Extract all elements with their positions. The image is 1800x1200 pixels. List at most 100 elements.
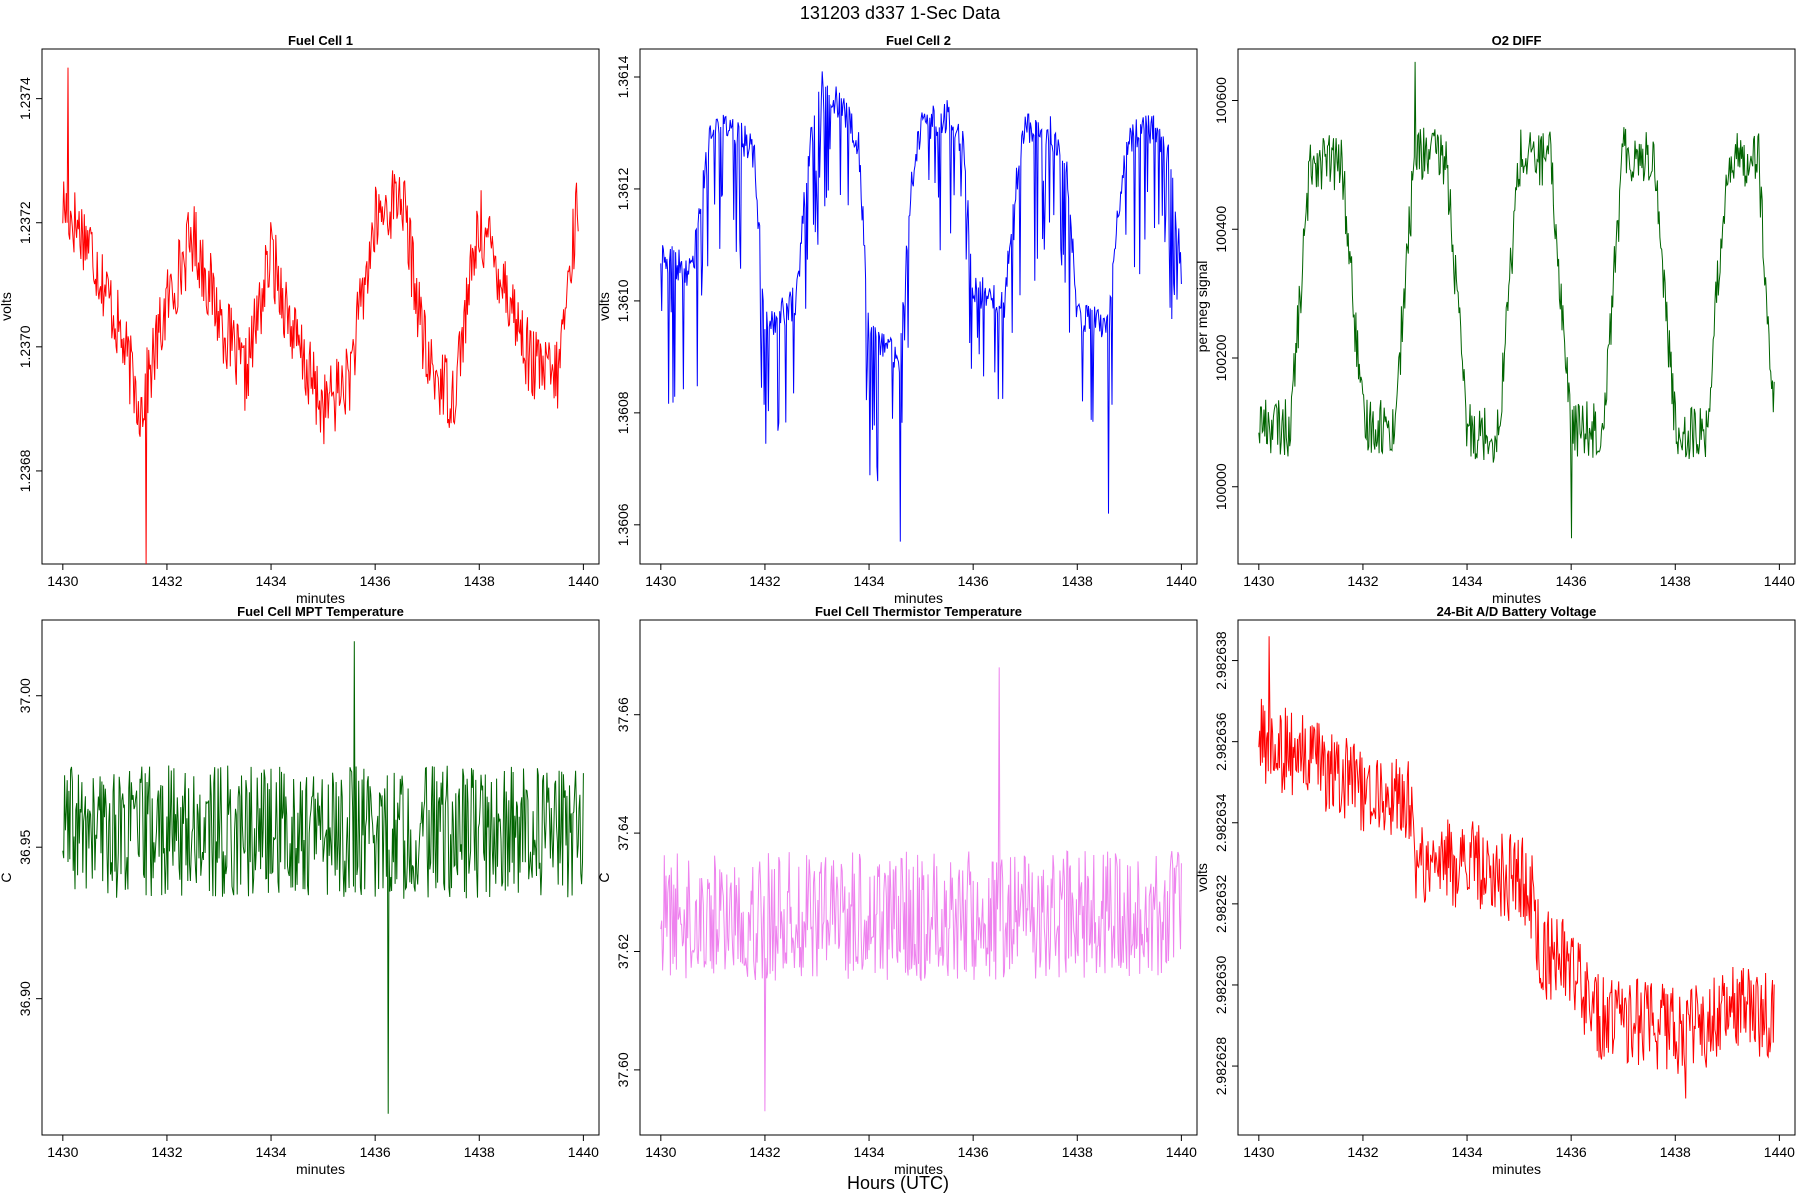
x-tick-label: 1440: [568, 1144, 599, 1160]
x-tick-label: 1438: [1062, 573, 1093, 589]
x-tick-label: 1436: [958, 573, 989, 589]
x-axis-label: minutes: [296, 590, 345, 606]
x-tick-label: 1438: [1062, 1144, 1093, 1160]
x-tick-label: 1436: [1556, 1144, 1587, 1160]
x-tick-label: 1436: [1556, 573, 1587, 589]
x-axis-label: minutes: [1492, 590, 1541, 606]
plot-frame: [639, 619, 1198, 1136]
x-tick-label: 1440: [1764, 573, 1795, 589]
x-tick-label: 1440: [568, 573, 599, 589]
x-tick-label: 1432: [749, 573, 780, 589]
panel-1: Fuel Cell 1 1430 1432 1434 1436 1438 1440 1.236…: [0, 33, 600, 606]
panel-6: 24-Bit A/D Battery Voltage 1430 1432 1434 14…: [1194, 604, 1796, 1177]
panels: Fuel Cell 1 1430 1432 1434 1436 1438 1440 1.236…: [0, 33, 1796, 1177]
panel-title: Fuel Cell 1: [288, 33, 353, 48]
panel-2: Fuel Cell 2 1430 1432 1434 1436 1438 1440 1.360…: [596, 33, 1198, 606]
y-tick-label: 100600: [1213, 77, 1229, 124]
panel-title: O2 DIFF: [1492, 33, 1542, 48]
x-tick-label: 1440: [1764, 1144, 1795, 1160]
x-tick-label: 1438: [1660, 573, 1691, 589]
y-tick-label: 1.3612: [615, 167, 631, 210]
y-tick-label: 1.3614: [615, 55, 631, 98]
y-tick-label: 37.62: [615, 934, 631, 969]
x-tick-label: 1430: [645, 1144, 676, 1160]
panel-4: Fuel Cell MPT Temperature 1430 1432 1434 143…: [0, 604, 600, 1177]
y-axis-label: C: [596, 872, 612, 882]
y-tick-label: 1.2370: [17, 325, 33, 368]
y-tick-label: 2.982638: [1213, 631, 1229, 690]
y-tick-label: 37.64: [615, 815, 631, 850]
y-axis-label: volts: [1194, 863, 1210, 892]
plot-frame: [639, 48, 1198, 565]
panel-title: 24-Bit A/D Battery Voltage: [1437, 604, 1597, 619]
x-axis-label: minutes: [894, 590, 943, 606]
data-series-line: [660, 667, 1182, 1112]
y-tick-label: 2.982630: [1213, 956, 1229, 1015]
plot-frame: [1237, 619, 1796, 1136]
x-tick-label: 1432: [1347, 1144, 1378, 1160]
y-axis-label: C: [0, 872, 14, 882]
x-axis-label: minutes: [1492, 1161, 1541, 1177]
y-tick-label: 36.95: [17, 829, 33, 864]
y-tick-label: 2.982632: [1213, 874, 1229, 933]
figure-title: 131203 d337 1-Sec Data: [800, 3, 1001, 23]
y-tick-label: 1.2372: [17, 201, 33, 244]
y-tick-label: 1.3608: [615, 391, 631, 434]
x-tick-label: 1436: [958, 1144, 989, 1160]
figure-xlabel: Hours (UTC): [847, 1173, 949, 1193]
plot-frame: [1237, 48, 1796, 565]
y-tick-label: 100400: [1213, 206, 1229, 253]
y-axis-label: per meg signal: [1194, 261, 1210, 353]
data-series-line: [1258, 636, 1775, 1099]
y-tick-label: 1.2374: [17, 77, 33, 120]
data-series-line: [660, 71, 1182, 542]
x-tick-label: 1434: [255, 573, 286, 589]
y-tick-label: 2.982634: [1213, 793, 1229, 852]
x-tick-label: 1436: [360, 1144, 391, 1160]
x-tick-label: 1440: [1166, 573, 1197, 589]
y-tick-label: 100000: [1213, 463, 1229, 510]
y-tick-label: 37.00: [17, 678, 33, 713]
plot-frame: [41, 48, 600, 565]
x-tick-label: 1432: [151, 1144, 182, 1160]
y-axis-label: volts: [0, 292, 14, 321]
panel-5: Fuel Cell Thermistor Temperature 1430 1432…: [596, 604, 1198, 1177]
x-tick-label: 1438: [464, 573, 495, 589]
x-tick-label: 1432: [749, 1144, 780, 1160]
panel-title: Fuel Cell Thermistor Temperature: [815, 604, 1022, 619]
y-tick-label: 1.3606: [615, 503, 631, 546]
panel-3: O2 DIFF 1430 1432 1434 1436 1438 1440 100000 100…: [1194, 33, 1796, 606]
y-tick-label: 1.3610: [615, 279, 631, 322]
plot-frame: [41, 619, 600, 1136]
x-tick-label: 1430: [645, 573, 676, 589]
y-tick-label: 2.982628: [1213, 1037, 1229, 1096]
y-axis-label: volts: [596, 292, 612, 321]
x-tick-label: 1430: [1243, 1144, 1274, 1160]
data-series-line: [62, 67, 579, 565]
x-tick-label: 1440: [1166, 1144, 1197, 1160]
x-tick-label: 1430: [47, 573, 78, 589]
y-tick-label: 37.60: [615, 1052, 631, 1087]
x-tick-label: 1438: [1660, 1144, 1691, 1160]
x-tick-label: 1434: [853, 573, 884, 589]
x-tick-label: 1434: [255, 1144, 286, 1160]
x-tick-label: 1432: [151, 573, 182, 589]
y-tick-label: 100200: [1213, 334, 1229, 381]
x-tick-label: 1432: [1347, 573, 1378, 589]
y-tick-label: 1.2368: [17, 449, 33, 492]
x-axis-label: minutes: [894, 1161, 943, 1177]
x-tick-label: 1434: [853, 1144, 884, 1160]
panel-title: Fuel Cell MPT Temperature: [237, 604, 404, 619]
panel-title: Fuel Cell 2: [886, 33, 951, 48]
data-series-line: [62, 641, 584, 1114]
x-tick-label: 1434: [1451, 573, 1482, 589]
x-tick-label: 1430: [47, 1144, 78, 1160]
x-tick-label: 1430: [1243, 573, 1274, 589]
x-axis-label: minutes: [296, 1161, 345, 1177]
data-series-line: [1258, 61, 1775, 539]
x-tick-label: 1438: [464, 1144, 495, 1160]
y-tick-label: 2.982636: [1213, 712, 1229, 771]
y-tick-label: 37.66: [615, 697, 631, 732]
x-tick-label: 1434: [1451, 1144, 1482, 1160]
